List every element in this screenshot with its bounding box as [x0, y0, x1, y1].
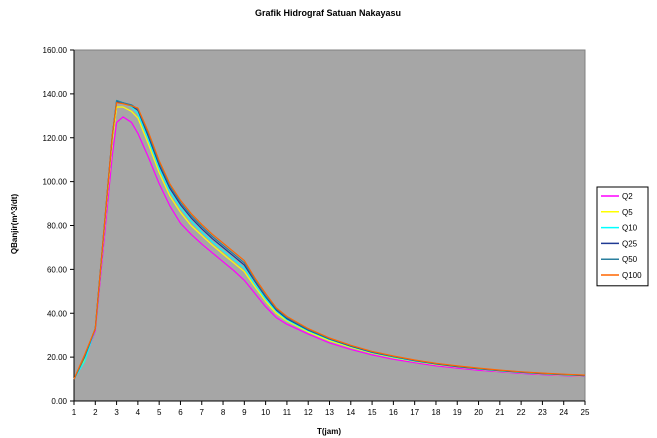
x-tick-label: 1 [72, 408, 77, 417]
y-tick-label: 40.00 [47, 309, 68, 318]
y-tick-label: 20.00 [47, 353, 68, 362]
legend-label: Q100 [622, 271, 642, 280]
y-tick-label: 80.00 [47, 222, 68, 231]
legend-label: Q10 [622, 224, 638, 233]
x-tick-label: 7 [200, 408, 205, 417]
x-tick-label: 11 [283, 408, 292, 417]
x-axis: 1 2 3 4 5 6 7 8 9 10 11 12 13 14 15 16 17 18 19 20 21 22 23 24 2… [72, 401, 590, 417]
legend: Q2 Q5 Q10 Q25 Q50 Q100 [597, 187, 648, 286]
x-tick-label: 16 [389, 408, 398, 417]
y-tick-label: 100.00 [43, 178, 68, 187]
x-tick-label: 12 [304, 408, 313, 417]
x-tick-label: 25 [581, 408, 590, 417]
x-tick-label: 5 [157, 408, 162, 417]
y-tick-label: 60.00 [47, 265, 68, 274]
x-tick-label: 9 [242, 408, 247, 417]
x-tick-label: 23 [538, 408, 547, 417]
y-axis: 0.00 20.00 40.00 60.00 80.00 100.00 120.00 140.… [43, 46, 74, 406]
x-tick-label: 20 [474, 408, 483, 417]
x-tick-label: 4 [136, 408, 141, 417]
x-tick-label: 2 [93, 408, 98, 417]
legend-label: Q50 [622, 255, 638, 264]
x-tick-label: 3 [114, 408, 119, 417]
x-tick-label: 15 [368, 408, 377, 417]
legend-label: Q25 [622, 239, 638, 248]
x-tick-label: 19 [453, 408, 462, 417]
y-tick-label: 120.00 [43, 134, 68, 143]
x-tick-label: 24 [559, 408, 568, 417]
x-tick-label: 22 [517, 408, 526, 417]
x-tick-label: 10 [261, 408, 270, 417]
x-axis-label: T(jam) [317, 427, 341, 436]
legend-label: Q5 [622, 208, 633, 217]
y-tick-label: 160.00 [43, 46, 68, 55]
y-tick-label: 0.00 [51, 397, 67, 406]
chart-title: Grafik Hidrograf Satuan Nakayasu [255, 8, 401, 18]
y-tick-label: 140.00 [43, 90, 68, 99]
legend-label: Q2 [622, 192, 633, 201]
x-tick-label: 21 [495, 408, 504, 417]
x-tick-label: 17 [410, 408, 419, 417]
y-axis-label: QBanjir(m^3/dt) [10, 194, 19, 255]
x-tick-label: 8 [221, 408, 226, 417]
x-tick-label: 13 [325, 408, 334, 417]
plot-area [74, 50, 585, 401]
x-tick-label: 14 [346, 408, 355, 417]
x-tick-label: 6 [178, 408, 183, 417]
x-tick-label: 18 [432, 408, 441, 417]
